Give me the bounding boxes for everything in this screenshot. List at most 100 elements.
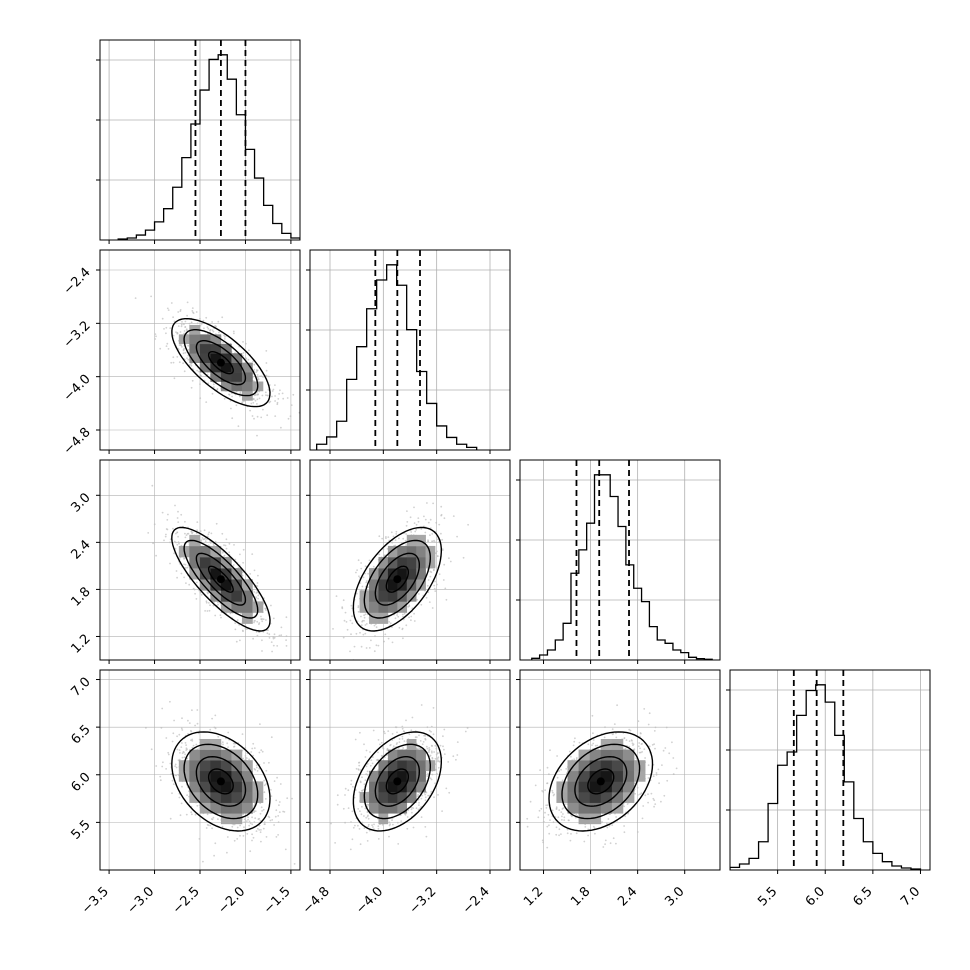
sample-point — [256, 398, 259, 401]
sample-point — [180, 572, 183, 575]
sample-point — [246, 833, 249, 835]
sample-point — [364, 632, 367, 635]
sample-point — [405, 544, 407, 546]
sample-point — [221, 551, 224, 554]
density-cell — [416, 534, 426, 547]
sample-point — [186, 329, 188, 332]
sample-point — [443, 563, 446, 566]
sample-point — [437, 766, 440, 769]
sample-point — [272, 617, 275, 620]
density-cell — [378, 568, 389, 580]
histogram-step — [531, 474, 713, 660]
sample-point — [568, 750, 571, 753]
sample-point — [360, 624, 363, 627]
sample-point — [214, 614, 217, 617]
density-cell — [378, 770, 389, 782]
sample-point — [205, 600, 208, 603]
sample-point — [442, 735, 444, 738]
sample-point — [359, 582, 362, 584]
sample-point — [441, 810, 443, 812]
sample-point — [350, 779, 353, 782]
sample-point — [195, 598, 198, 600]
sample-point — [448, 791, 451, 794]
sample-point — [207, 327, 210, 330]
sample-point — [307, 661, 309, 663]
sample-point — [403, 740, 406, 742]
sample-point — [570, 755, 572, 758]
density-cell — [220, 781, 232, 793]
sample-point — [434, 580, 436, 583]
sample-point — [171, 792, 173, 795]
sample-point — [364, 756, 367, 758]
sample-point — [273, 780, 276, 782]
sample-point — [214, 842, 217, 845]
sample-point — [228, 393, 230, 396]
sample-point — [359, 631, 361, 634]
sample-point — [255, 592, 258, 594]
sample-point — [397, 843, 400, 845]
sample-point — [425, 745, 428, 748]
sample-point — [336, 794, 339, 797]
sample-point — [369, 764, 372, 767]
sample-point — [242, 354, 245, 357]
sample-point — [185, 582, 187, 584]
density-cell — [231, 601, 243, 613]
sample-point — [241, 401, 244, 404]
sample-point — [259, 375, 261, 378]
sample-point — [242, 757, 245, 760]
density-cell — [220, 557, 232, 569]
sample-point — [424, 799, 427, 802]
sample-point — [342, 599, 345, 602]
sample-point — [254, 768, 257, 771]
sample-point — [259, 819, 262, 822]
sample-point — [134, 297, 137, 299]
sample-point — [430, 571, 433, 574]
density-cell — [378, 760, 389, 772]
sample-point — [165, 768, 168, 770]
sample-point — [269, 400, 272, 403]
sample-point — [161, 317, 164, 320]
sample-point — [276, 645, 279, 647]
density-cell — [387, 802, 398, 814]
sample-point — [352, 785, 354, 788]
sample-point — [360, 615, 362, 618]
sample-point — [192, 311, 194, 314]
sample-point — [244, 747, 247, 749]
sample-point — [406, 827, 409, 830]
sample-point — [165, 533, 167, 536]
sample-point — [183, 332, 186, 335]
sample-point — [196, 322, 199, 325]
density-cell — [378, 557, 389, 569]
sample-point — [243, 818, 246, 821]
sample-point — [226, 851, 228, 854]
sample-point — [353, 645, 356, 648]
sample-point — [360, 813, 363, 816]
density-cell — [189, 353, 201, 363]
density-cell — [387, 579, 398, 591]
sample-point — [219, 614, 222, 617]
sample-point — [221, 825, 224, 828]
density-cell — [220, 372, 232, 382]
sample-point — [165, 332, 167, 335]
sample-point — [257, 597, 259, 600]
sample-point — [441, 538, 444, 541]
sample-point — [364, 624, 367, 626]
sample-point — [212, 330, 215, 333]
density-cell — [189, 770, 201, 782]
sample-point — [244, 755, 247, 757]
density-cell — [210, 334, 222, 345]
sample-point — [172, 334, 175, 337]
sample-point — [281, 392, 284, 395]
sample-point — [145, 727, 147, 729]
sample-point — [195, 311, 198, 313]
sample-point — [279, 783, 282, 785]
contour-line — [183, 743, 259, 820]
sample-point — [438, 573, 441, 576]
sample-point — [427, 794, 429, 797]
sample-point — [377, 838, 380, 840]
sample-point — [208, 602, 210, 604]
sample-point — [263, 791, 266, 794]
sample-point — [587, 743, 590, 746]
sample-point — [546, 804, 549, 807]
sample-point — [181, 742, 183, 744]
